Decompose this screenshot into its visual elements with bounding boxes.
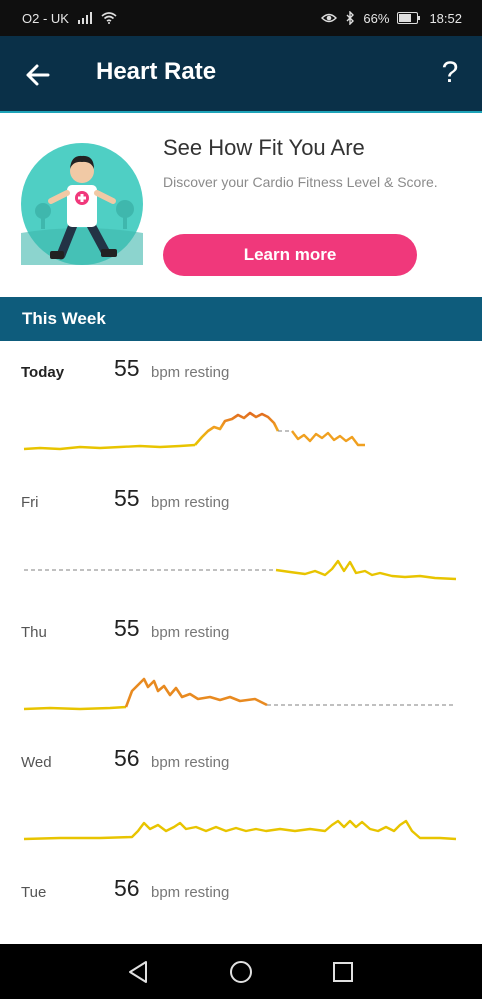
promo-title: See How Fit You Are <box>163 135 365 160</box>
day-row-fri[interactable]: Fri 55 bpm resting <box>0 471 482 602</box>
back-arrow-icon[interactable] <box>22 59 54 91</box>
system-nav-bar <box>0 944 482 999</box>
help-button[interactable]: ? <box>441 56 459 89</box>
heart-rate-sparkline-wed <box>23 819 457 841</box>
resting-bpm-unit: bpm resting <box>151 364 230 381</box>
promo-subtitle: Discover your Cardio Fitness Level & Sco… <box>163 174 438 190</box>
day-label: Tue <box>21 884 47 901</box>
carrier-label: O2 - UK <box>22 10 69 26</box>
heart-rate-sparkline-today <box>23 411 365 451</box>
battery-percent: 66% <box>363 10 390 26</box>
wifi-icon <box>101 12 117 24</box>
back-triangle-icon[interactable] <box>124 958 152 986</box>
hr-line <box>23 705 127 711</box>
cardio-fitness-promo: See How Fit You Are Discover your Cardio… <box>0 113 482 297</box>
hr-line <box>275 559 457 581</box>
battery-icon <box>397 12 421 24</box>
app-bar: Heart Rate ? <box>0 36 482 113</box>
signal-icon <box>77 12 92 24</box>
day-row-thu[interactable]: Thu 55 bpm resting <box>0 601 482 732</box>
page-title: Heart Rate <box>96 58 217 85</box>
hr-line <box>23 443 196 451</box>
bluetooth-icon <box>346 11 355 25</box>
day-label: Today <box>21 364 65 381</box>
resting-bpm-value: 55 <box>114 615 140 641</box>
resting-bpm-unit: bpm resting <box>151 754 230 771</box>
hr-line-active <box>124 677 268 708</box>
recents-square-icon[interactable] <box>329 958 357 986</box>
status-time: 18:52 <box>429 10 462 26</box>
resting-bpm-unit: bpm resting <box>151 624 230 641</box>
runner-illustration <box>21 143 143 265</box>
heart-rate-sparkline-fri <box>24 559 457 581</box>
this-week-header: This Week <box>0 297 482 341</box>
learn-more-button[interactable]: Learn more <box>163 234 417 276</box>
resting-bpm-value: 56 <box>114 745 140 771</box>
resting-bpm-unit: bpm resting <box>151 884 230 901</box>
home-circle-icon[interactable] <box>227 958 255 986</box>
hr-line-evening <box>291 430 365 447</box>
day-row-today[interactable]: Today 55 bpm resting <box>0 341 482 472</box>
resting-bpm-unit: bpm resting <box>151 494 230 511</box>
day-row-wed[interactable]: Wed 56 bpm resting <box>0 731 482 862</box>
day-label: Thu <box>21 624 47 641</box>
resting-bpm-value: 55 <box>114 355 140 381</box>
resting-bpm-value: 56 <box>114 875 140 901</box>
hr-line <box>23 819 457 841</box>
day-label: Wed <box>21 754 52 771</box>
hr-line-active <box>194 411 280 446</box>
heart-rate-sparkline-thu <box>23 677 456 711</box>
status-bar: O2 - UK 66% 18:52 <box>0 0 482 36</box>
day-label: Fri <box>21 494 39 511</box>
resting-bpm-value: 55 <box>114 485 140 511</box>
eye-icon <box>321 13 338 23</box>
